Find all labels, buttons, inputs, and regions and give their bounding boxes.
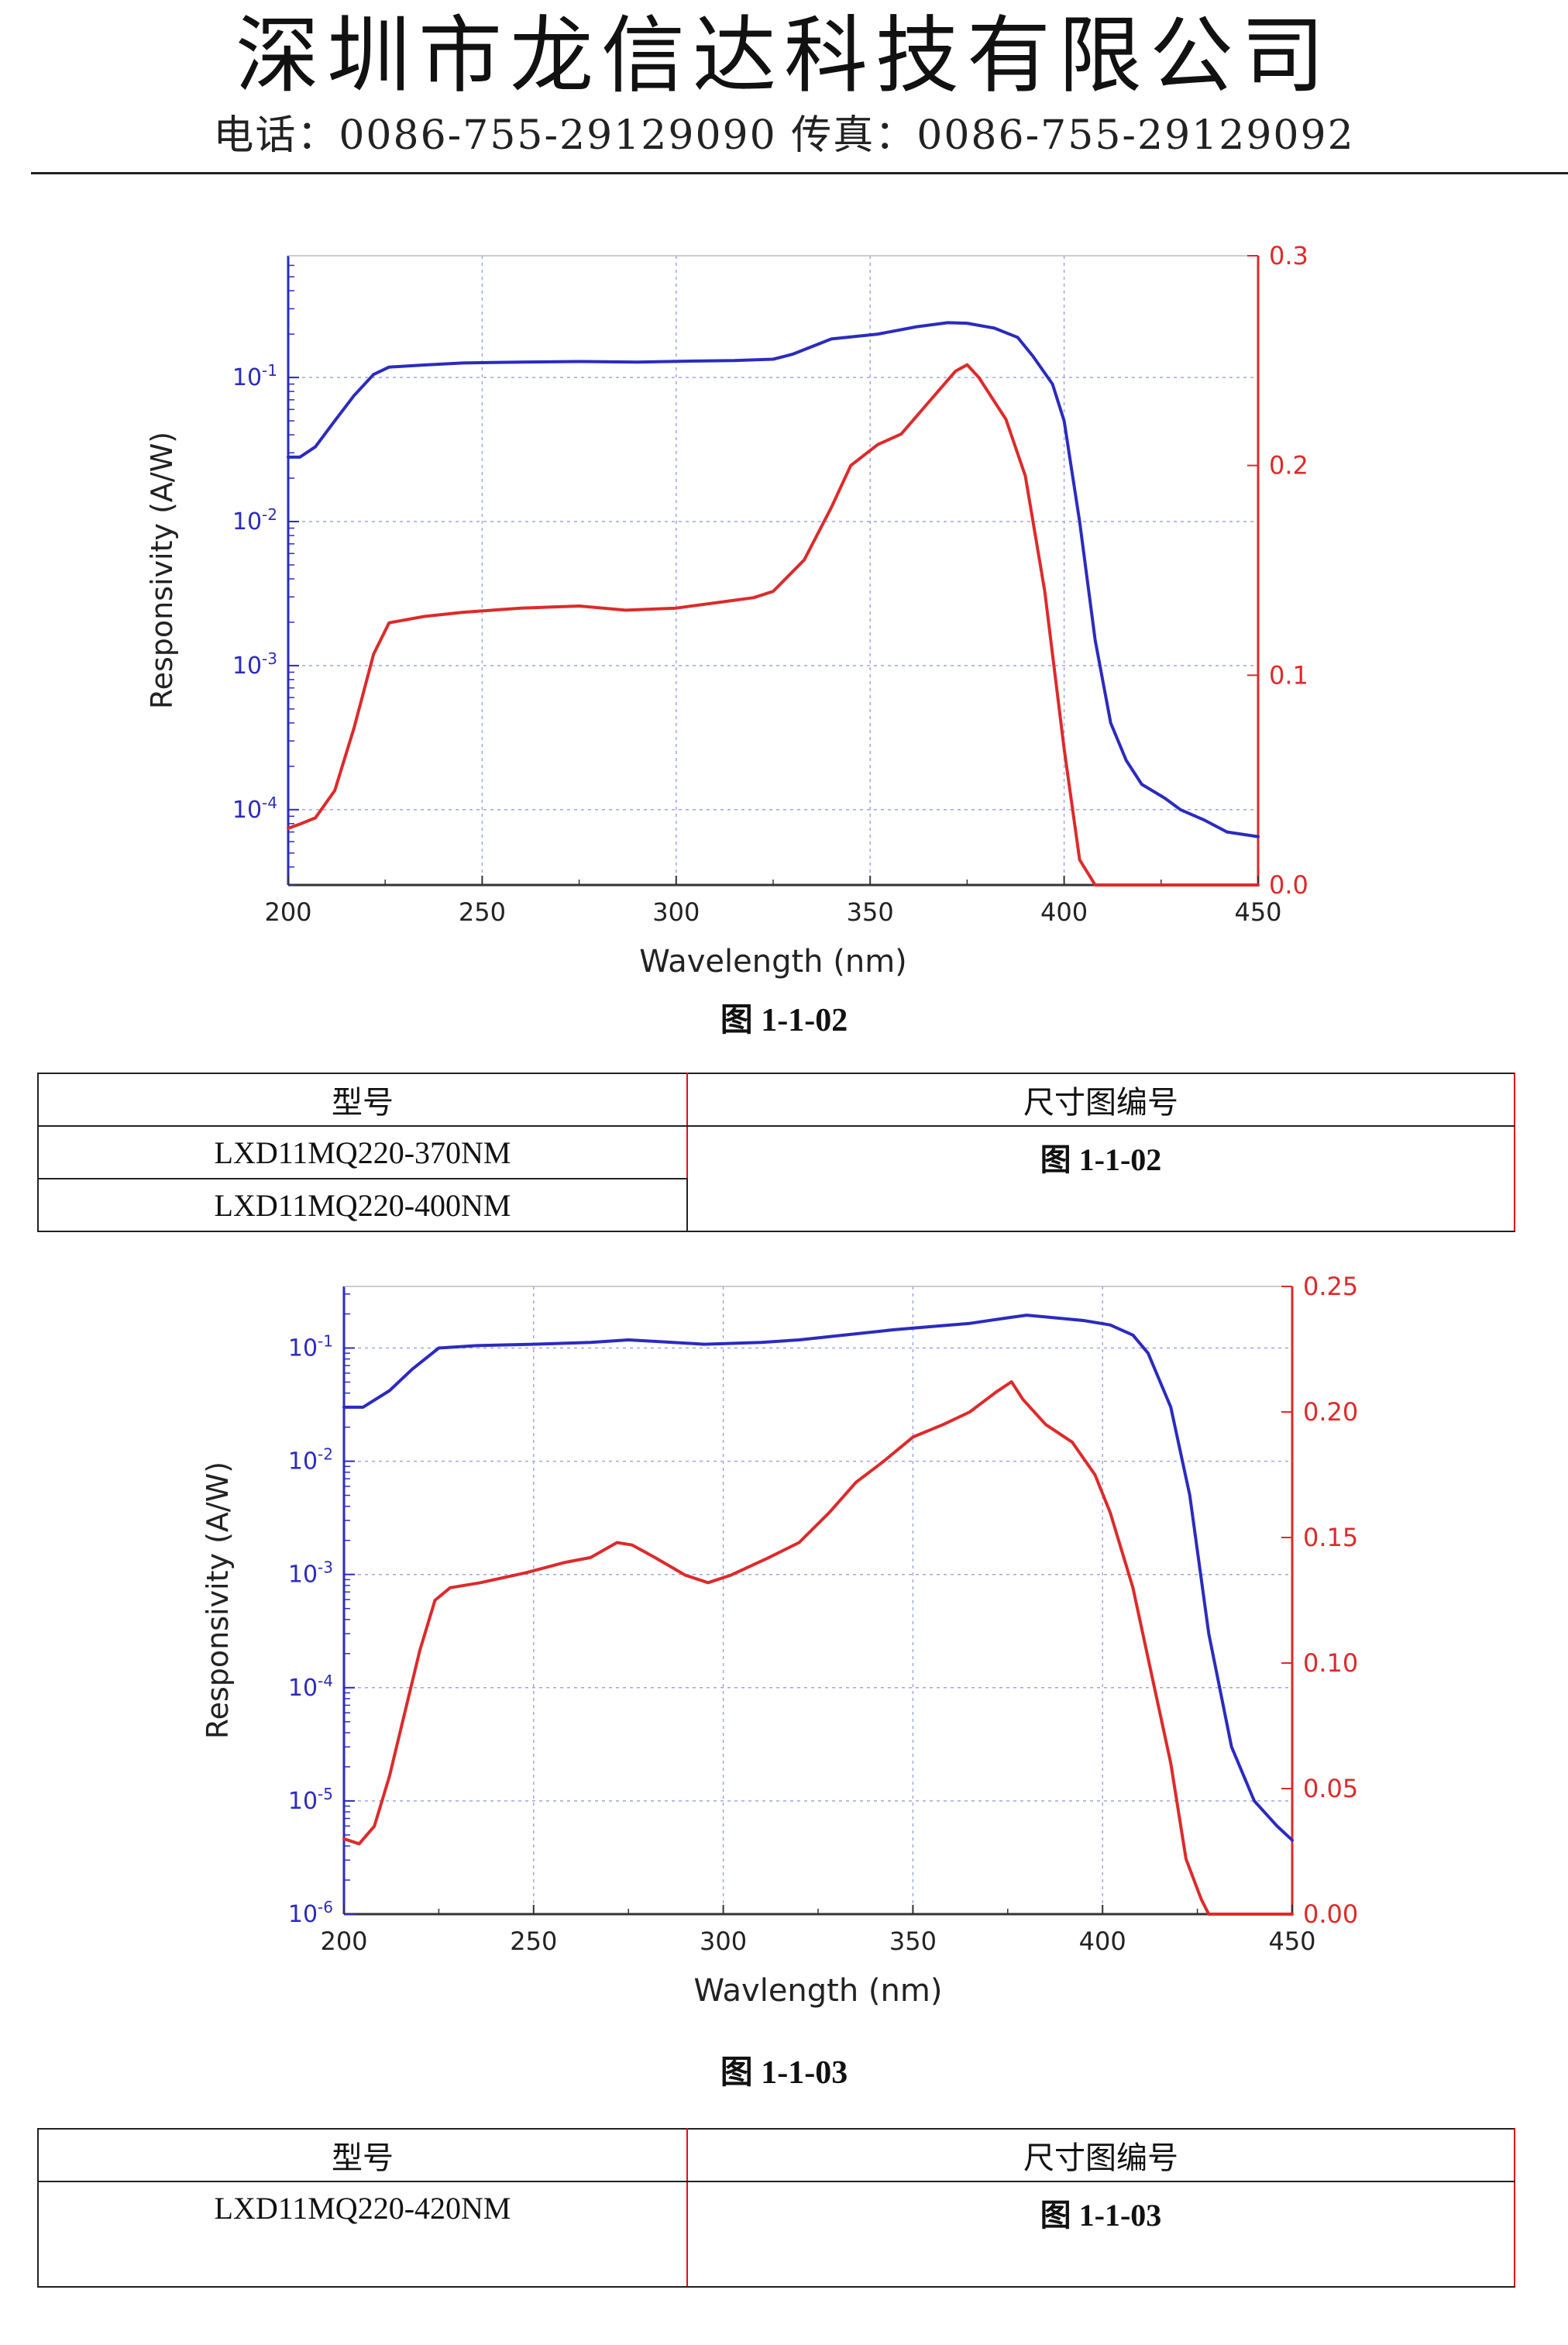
left-tick-label: 10-1: [232, 361, 277, 391]
x-tick-label: 250: [459, 897, 506, 927]
x-tick-label: 200: [264, 897, 311, 927]
right-tick-label: 0.05: [1303, 1774, 1358, 1803]
x-tick-label: 250: [510, 1927, 557, 1956]
table-row: LXD11MQ220-400NM: [37, 1178, 1515, 1232]
right-tick-label: 0.15: [1303, 1523, 1358, 1552]
right-tick-label: 0.10: [1303, 1648, 1358, 1678]
right-tick-label: 0.1: [1269, 660, 1308, 690]
caption-fig-1-1-02: 图 1-1-02: [720, 1003, 848, 1038]
series-line-quantum: [287, 363, 1260, 887]
table-header-row: 型号 尺寸图编号: [37, 2128, 1515, 2182]
left-tick-label: 10-3: [232, 649, 277, 680]
x-tick-label: 200: [320, 1927, 367, 1956]
x-tick-label: 300: [652, 897, 700, 927]
left-tick-label: 10-3: [288, 1558, 333, 1589]
contact-line: 电话：0086-755-29129090 传真：0086-755-2912909…: [213, 112, 1355, 159]
chart-1-1-03: 10-1 10-2 10-3 10-4 10-5 10-6 0.00 0.05 0.10 0.15…: [201, 1272, 1358, 2009]
model-table-1: 型号 尺寸图编号 LXD11MQ220-370NM 图 1-1-02 LXD11…: [37, 1073, 1515, 1232]
left-tick-label: 10-5: [288, 1785, 333, 1815]
table-row: LXD11MQ220-370NM 图 1-1-02: [37, 1125, 1515, 1232]
left-tick-label: 10-1: [288, 1331, 333, 1362]
drawing-header: 尺寸图编号: [686, 1073, 1515, 1127]
x-axis-title: Wavlength (nm): [694, 1973, 943, 2009]
series-line-quantum: [342, 1380, 1294, 1916]
header-divider: [31, 172, 1568, 174]
model-cell: LXD11MQ220-370NM: [37, 1125, 688, 1179]
chart-1-1-02-container: 10-1 10-2 10-3 10-4 0.0 0.1 0.2 0.3 200 250 300 350…: [0, 232, 1568, 1007]
left-tick-label: 10-2: [232, 505, 277, 535]
right-tick-label: 0.0: [1269, 870, 1308, 900]
right-tick-label: 0.3: [1269, 241, 1308, 270]
x-tick-label: 450: [1234, 897, 1281, 927]
left-tick-label: 10-4: [288, 1672, 333, 1702]
x-axis-title: Wavelength (nm): [639, 944, 907, 980]
right-tick-label: 0.00: [1303, 1899, 1358, 1929]
x-tick-label: 350: [847, 897, 894, 927]
model-table-2: 型号 尺寸图编号 LXD11MQ220-420NM 图 1-1-03: [37, 2128, 1515, 2288]
x-tick-label: 450: [1268, 1927, 1315, 1956]
x-tick-label: 350: [889, 1927, 937, 1956]
left-tick-label: 10-4: [232, 794, 277, 824]
drawing-cell: 图 1-1-02: [686, 1125, 1515, 1232]
right-tick-label: 0.20: [1303, 1397, 1358, 1427]
model-header: 型号: [37, 1073, 688, 1127]
drawing-header: 尺寸图编号: [686, 2128, 1515, 2182]
right-tick-label: 0.25: [1303, 1272, 1358, 1301]
x-tick-label: 400: [1040, 897, 1088, 927]
company-name: 深圳市龙信达科技有限公司: [235, 8, 1332, 105]
x-tick-label: 400: [1079, 1927, 1126, 1956]
left-tick-label: 10-2: [288, 1445, 333, 1476]
chart-1-1-03-container: 10-1 10-2 10-3 10-4 10-5 10-6 0.00 0.05 0.10 0.15…: [0, 1263, 1568, 2030]
series-line-responsivity: [342, 1314, 1294, 1842]
series-line-responsivity: [287, 321, 1260, 838]
left-tick-label: 10-6: [288, 1898, 333, 1928]
table-row: LXD11MQ220-420NM 图 1-1-03: [37, 2181, 1515, 2288]
chart-1-1-02: 10-1 10-2 10-3 10-4 0.0 0.1 0.2 0.3 200 250 300 350…: [145, 241, 1308, 980]
drawing-cell: 图 1-1-03: [686, 2181, 1515, 2288]
x-tick-label: 300: [700, 1927, 747, 1956]
table-header-row: 型号 尺寸图编号: [37, 1073, 1515, 1127]
model-cell: LXD11MQ220-420NM: [37, 2181, 688, 2288]
model-cell: LXD11MQ220-400NM: [37, 1178, 688, 1232]
y-axis-title: Responsivity (A/W): [145, 432, 179, 709]
caption-fig-1-1-03: 图 1-1-03: [720, 2055, 848, 2091]
right-tick-label: 0.2: [1269, 451, 1308, 480]
model-header: 型号: [37, 2128, 688, 2182]
y-axis-title: Responsivity (A/W): [201, 1462, 235, 1739]
